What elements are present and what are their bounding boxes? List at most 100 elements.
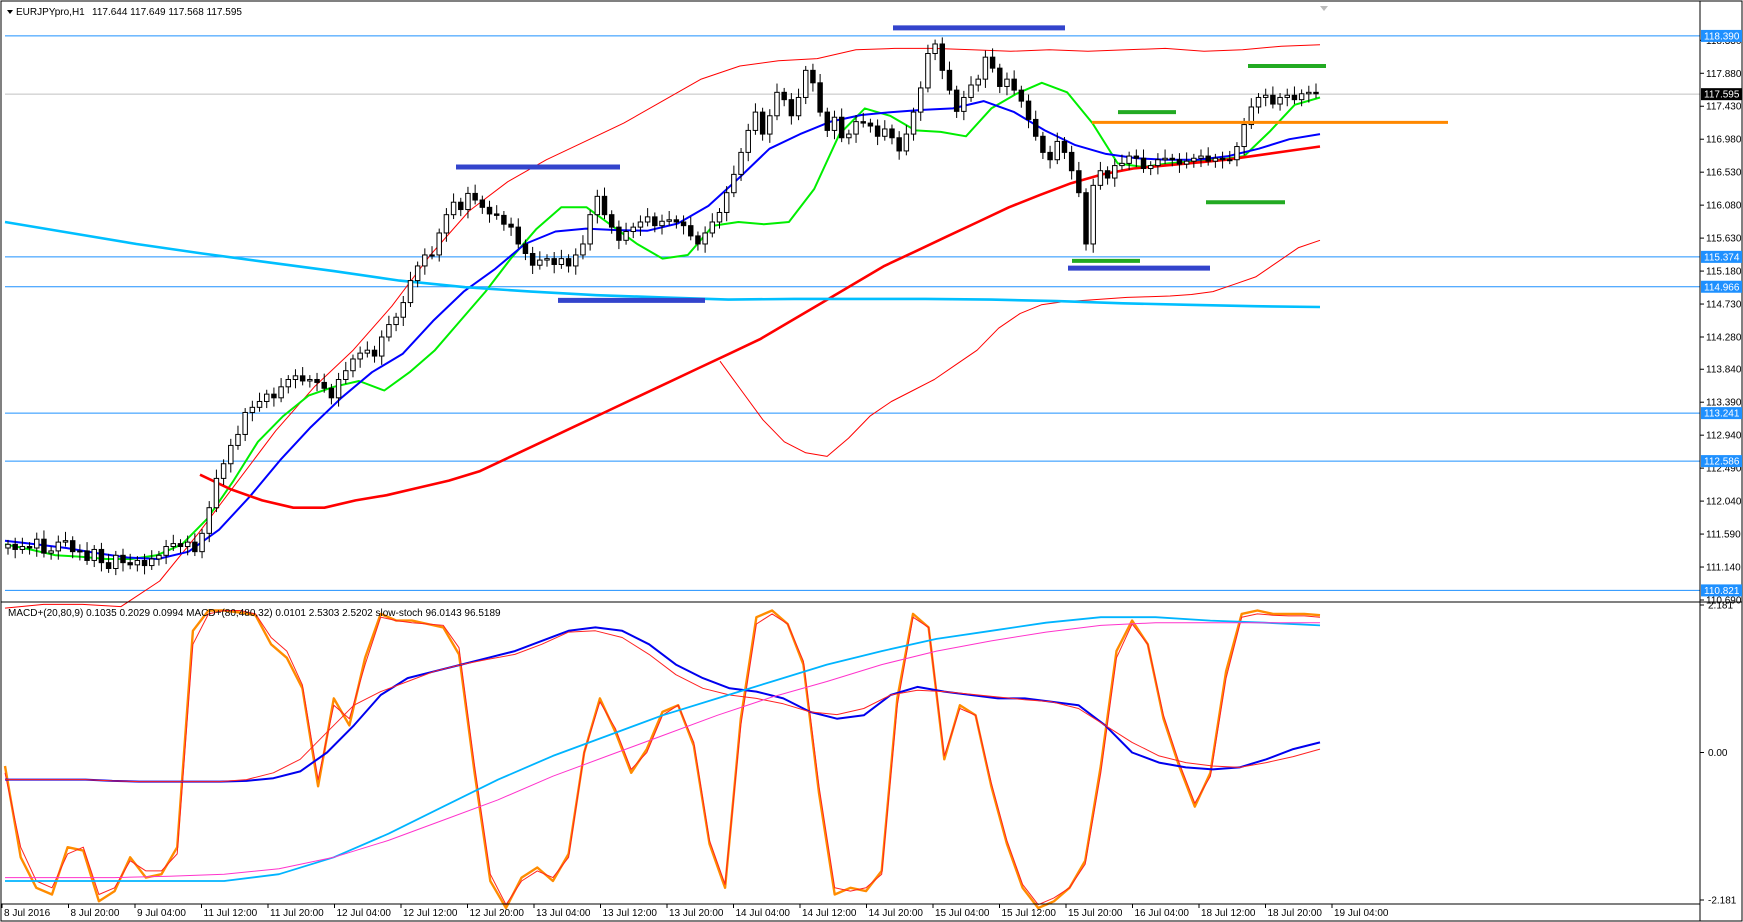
candle [156, 550, 162, 566]
price-tick-label: 116.080 [1706, 201, 1742, 212]
level-price-tag [1701, 29, 1742, 42]
candle-body-bear [371, 349, 378, 357]
candle-body-bull [235, 433, 241, 446]
triangle-down-icon[interactable] [7, 10, 13, 14]
candle [982, 50, 989, 88]
candle-body-bull [48, 550, 54, 554]
candle-body-bull [113, 554, 119, 569]
candle [1061, 137, 1068, 159]
candle-body-bear [652, 216, 658, 227]
candle-body-bear [817, 82, 823, 113]
candle [1234, 142, 1240, 167]
candle [19, 537, 26, 554]
candle-body-bear [1313, 91, 1319, 95]
candle-body-bear [616, 226, 622, 241]
candle [141, 553, 148, 575]
candle-body-bull [537, 259, 543, 266]
candle [788, 93, 795, 125]
candle [343, 361, 349, 384]
candle-body-bull [968, 84, 974, 98]
candle [666, 211, 672, 226]
candle [436, 228, 442, 262]
candle-body-bear [781, 91, 787, 101]
candle-body-bear [69, 540, 76, 553]
candle-body-bull [573, 254, 579, 267]
price-tick-label: 111.590 [1706, 530, 1741, 541]
candle [91, 545, 97, 568]
candle-body-bear [824, 111, 831, 131]
candle [1219, 151, 1226, 169]
candle [1198, 149, 1204, 168]
candle [1291, 86, 1298, 105]
candle [1004, 72, 1010, 96]
candle-body-bear [1083, 192, 1089, 245]
candle-body-bear [501, 214, 507, 225]
candle-body-bear [141, 559, 148, 567]
candle [616, 220, 622, 250]
candle [1126, 151, 1132, 170]
candle-body-bear [688, 225, 694, 237]
candle [278, 378, 284, 403]
current-price-tag-label: 117.595 [1704, 90, 1740, 101]
candle-body-bear [98, 548, 105, 564]
candle [774, 83, 780, 121]
time-tick-label: 12 Jul 12:00 [403, 908, 458, 919]
candle [587, 210, 593, 251]
candle [961, 90, 967, 121]
candle-body-bear [1018, 89, 1025, 102]
candle-body-bear [673, 219, 680, 223]
price-tick-label: 112.040 [1706, 497, 1742, 508]
candle-body-bull [149, 558, 155, 567]
candle-body-bull [443, 214, 450, 234]
candle [781, 87, 787, 107]
candle [1205, 147, 1211, 166]
candle [206, 501, 212, 543]
candle-body-bull [1277, 96, 1283, 105]
candle-body-bear [1040, 135, 1046, 153]
candle-body-bull [407, 280, 414, 304]
candle-body-bull [386, 324, 392, 338]
candle [767, 109, 773, 143]
candle-body-bear [299, 375, 306, 382]
candle-body-bull [134, 559, 141, 566]
candle-body-bull [213, 477, 220, 509]
candle [853, 115, 859, 143]
price-tick-label: 114.730 [1706, 300, 1742, 311]
price-tick-label: 112.490 [1706, 464, 1742, 475]
candle [522, 239, 529, 261]
candle-body-bear [759, 111, 766, 135]
candle-body-bear [493, 213, 500, 216]
candle [163, 539, 169, 565]
candle [1277, 93, 1283, 111]
candle-body-bull [278, 386, 284, 399]
candle-body-bear [860, 121, 866, 124]
candle [644, 208, 651, 227]
candle [69, 536, 76, 559]
indicator-tick-label: 0.00 [1708, 748, 1728, 759]
candle-body-bear [608, 214, 615, 228]
candle-body-bull [1054, 140, 1061, 161]
candle [77, 544, 83, 561]
ohlc-readout: 117.644 117.649 117.568 117.595 [92, 7, 242, 18]
candle [1119, 154, 1125, 170]
candle [371, 345, 378, 363]
candle [271, 387, 277, 407]
candle [601, 187, 608, 220]
time-tick-label: 11 Jul 20:00 [270, 908, 324, 919]
candle-body-bear [1011, 78, 1017, 91]
candle-body-bull [917, 87, 924, 113]
candle [537, 251, 543, 270]
candle [817, 74, 823, 117]
candle-body-bull [156, 554, 162, 560]
candle-body-bear [127, 562, 133, 566]
candle-body-bull [184, 541, 191, 548]
price-tick-label: 112.940 [1706, 431, 1742, 442]
candle-body-bear [867, 122, 874, 127]
macd-slow-signal-line [5, 622, 1320, 879]
level-price-tag [1701, 407, 1742, 420]
candle-body-bull [975, 78, 981, 86]
scroll-shift-icon[interactable] [1320, 6, 1328, 11]
time-tick-label: 14 Jul 04:00 [736, 908, 791, 919]
candle-body-bear [486, 206, 493, 215]
